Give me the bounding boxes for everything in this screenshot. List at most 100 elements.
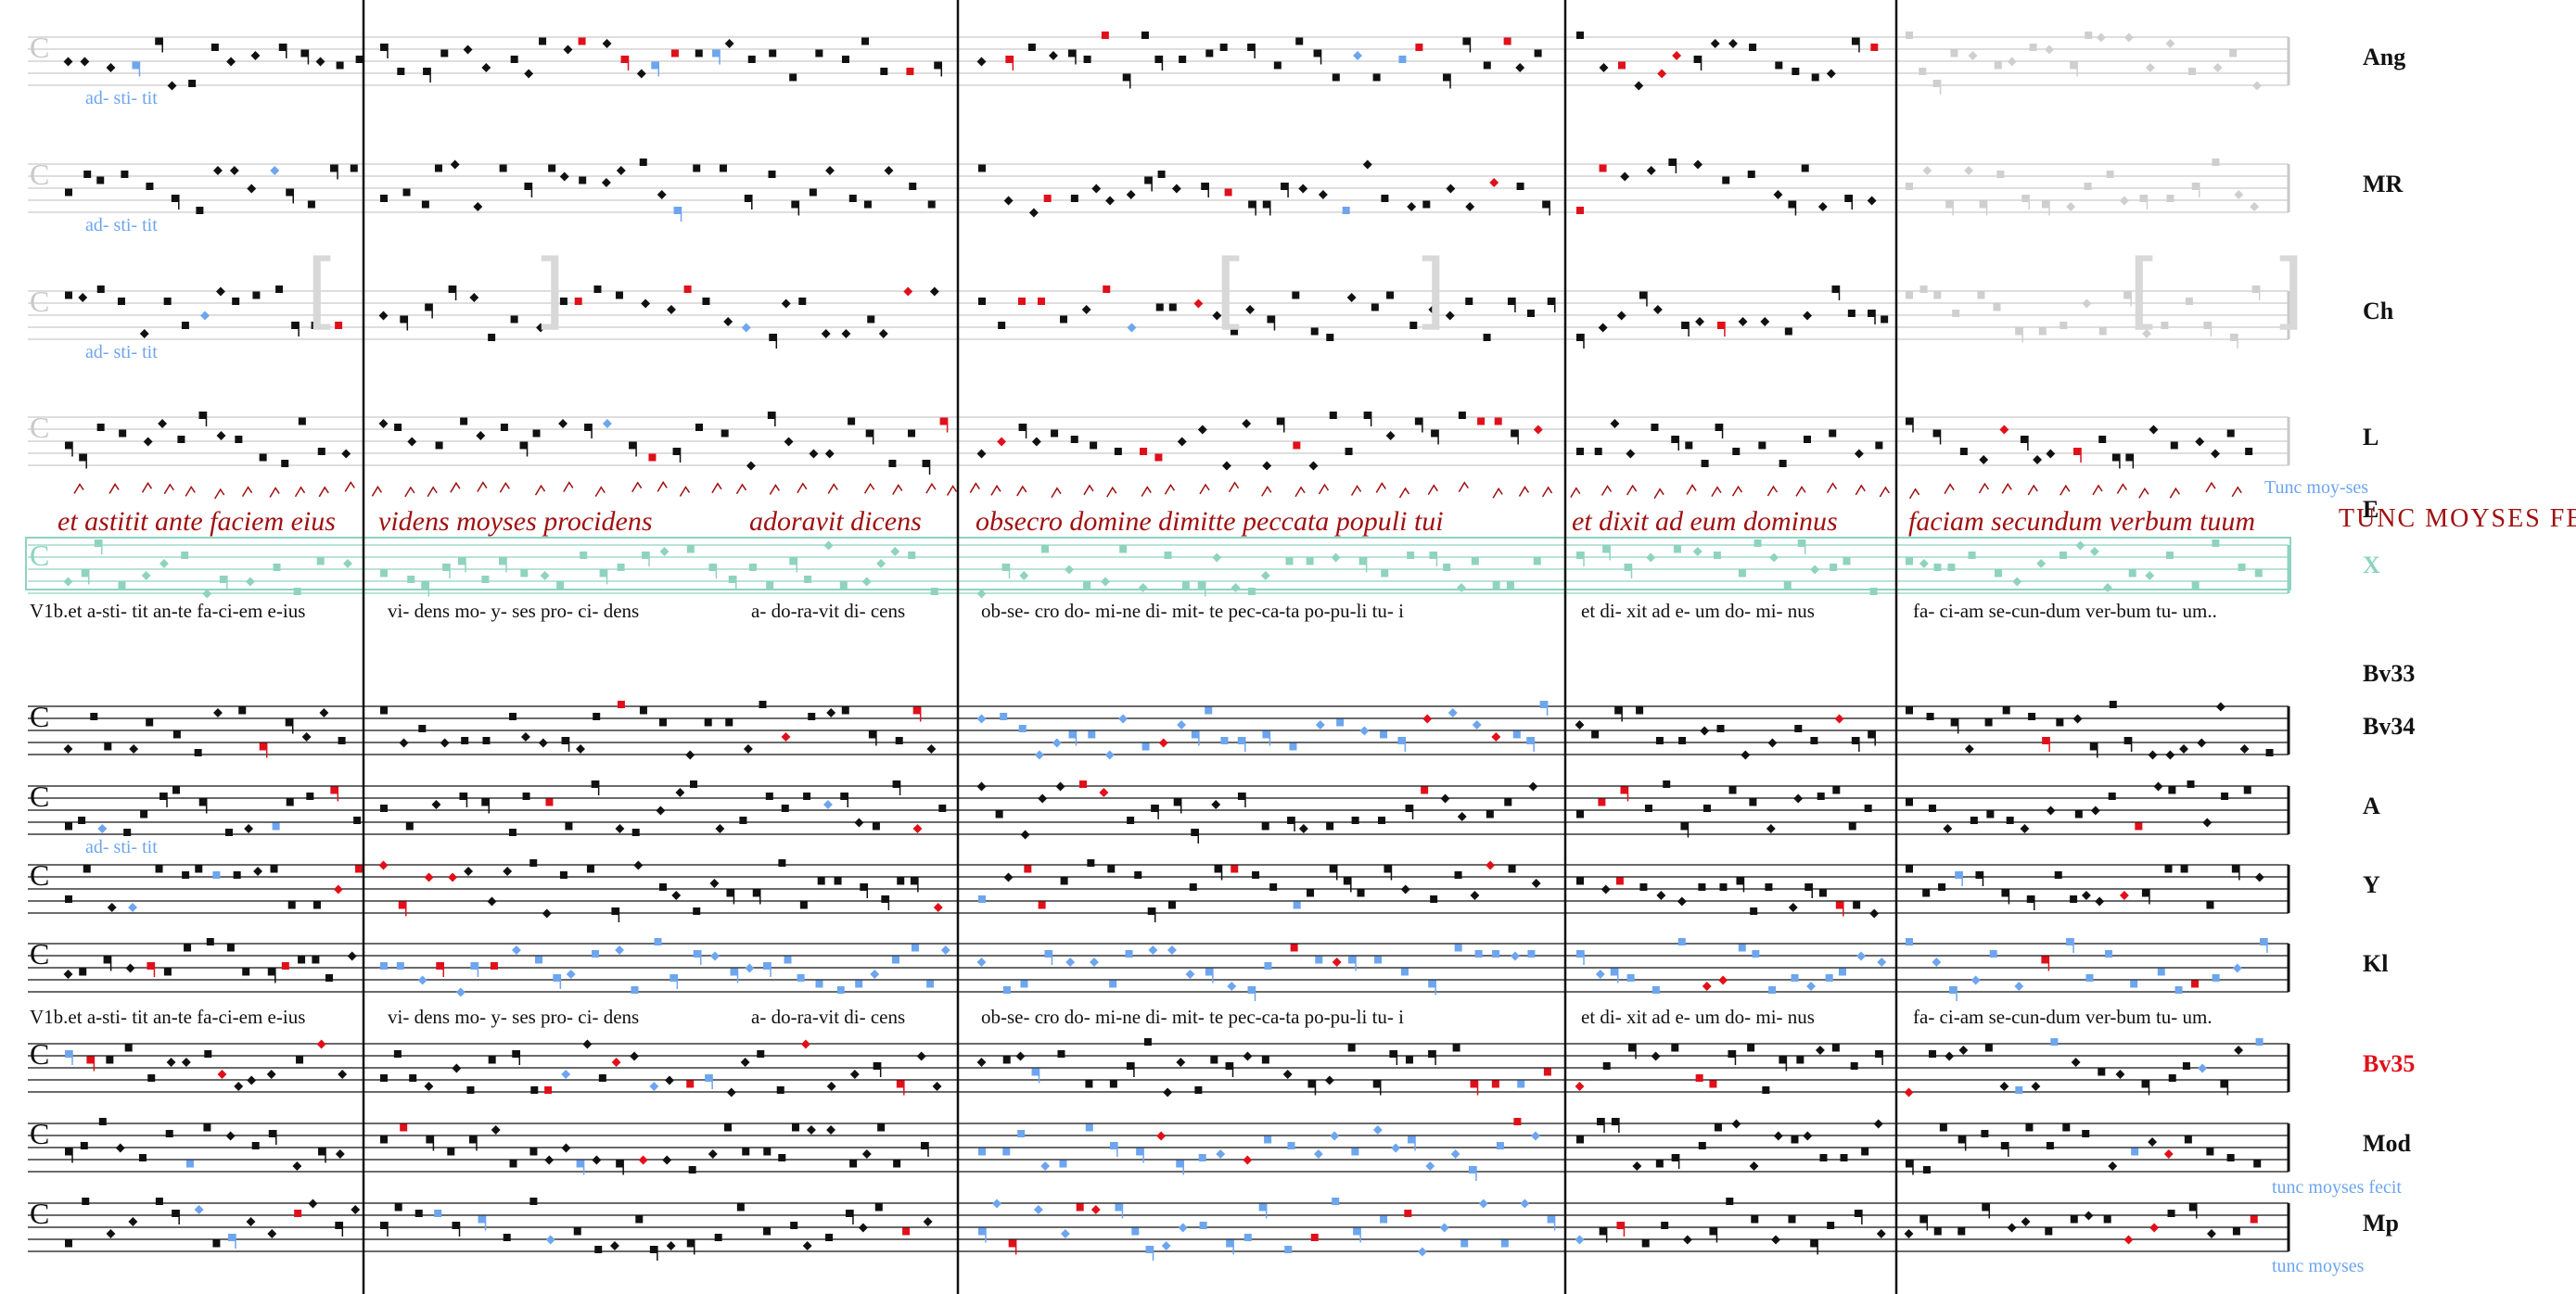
neume-punctum [1307, 1080, 1316, 1088]
neume-rhombus [319, 708, 329, 717]
neume-punctum [1018, 725, 1027, 732]
neume-punctum [815, 49, 823, 57]
neume-rhombus [2163, 1149, 2174, 1159]
neume-punctum [119, 429, 127, 438]
neume-rhombus [602, 419, 612, 428]
neume-punctum [654, 938, 662, 945]
neume-punctum [1181, 581, 1190, 590]
neume-rhombus [181, 1058, 191, 1067]
neume-rhombus [566, 970, 576, 979]
neume-punctum [1919, 68, 1927, 75]
neume-rhombus [417, 975, 427, 985]
neume-rhombus [1161, 1241, 1171, 1250]
neume-punctum [318, 1148, 326, 1156]
neume-rhombus [1489, 178, 1499, 187]
neume-punctum [1157, 171, 1166, 178]
neume-punctum [227, 1234, 236, 1241]
neume-punctum [1597, 1118, 1605, 1125]
neume-punctum [1512, 730, 1521, 739]
neume-rhombus [2215, 702, 2225, 712]
neume-rhombus [1020, 830, 1030, 840]
neume-punctum [1264, 962, 1272, 970]
neume-rhombus [159, 559, 169, 568]
neume-rhombus [158, 419, 168, 428]
neume-punctum [1651, 424, 1659, 431]
neume-punctum [1906, 32, 1913, 39]
neume-punctum [1141, 32, 1149, 39]
adiastematic-neume [499, 481, 510, 493]
neume-punctum [65, 895, 72, 903]
neume-punctum [2002, 706, 2010, 715]
adiastematic-neume [1016, 485, 1027, 497]
neume-punctum [1405, 805, 1413, 812]
neume-punctum [2111, 453, 2120, 462]
neume-punctum [1494, 417, 1502, 425]
neume-rhombus [1428, 305, 1438, 314]
neume-punctum [393, 1050, 402, 1058]
neume-punctum [1775, 61, 1783, 70]
lacuna-brackets: [] [] [] [306, 242, 2304, 339]
neume-rhombus [929, 286, 939, 297]
neume-punctum [1371, 303, 1379, 311]
neume-rhombus [708, 1149, 718, 1159]
neume-punctum [1832, 786, 1841, 794]
neume-punctum [799, 901, 808, 909]
neume-punctum [629, 441, 637, 450]
neume-punctum [834, 877, 842, 885]
neume-punctum [1906, 706, 1913, 715]
neume-rhombus [1417, 1247, 1427, 1257]
neume-rhombus [2234, 1046, 2244, 1055]
neume-punctum [468, 1135, 477, 1144]
neume-rhombus [2045, 44, 2054, 55]
neume-punctum [330, 164, 338, 172]
neume-punctum [1728, 786, 1737, 794]
neume-punctum [767, 412, 775, 419]
neume-punctum [642, 552, 650, 559]
neume-rhombus [1167, 945, 1177, 955]
neume-punctum [2167, 1210, 2175, 1217]
neume-punctum [1994, 61, 2002, 70]
neume-punctum [80, 1142, 88, 1149]
adiastematic-neume [2116, 483, 2128, 494]
neume-punctum [2229, 334, 2238, 341]
neume-punctum [725, 718, 733, 727]
neume-rhombus [2123, 1235, 2134, 1245]
neume-punctum [181, 322, 189, 329]
neume-rhombus [2206, 1229, 2216, 1238]
neume-punctum [1136, 1148, 1144, 1156]
neume-punctum [1671, 436, 1679, 443]
neume-punctum [287, 901, 296, 909]
neume-punctum [1109, 1080, 1117, 1088]
neume-punctum [499, 557, 507, 565]
neume-rhombus [464, 867, 474, 876]
neume-punctum [1835, 901, 1843, 909]
neume-punctum [1243, 1234, 1252, 1241]
neume-punctum [1040, 545, 1049, 553]
neume-punctum [1134, 871, 1142, 879]
tunc-note: Tunc moy-ses [2264, 477, 2368, 498]
neume-rhombus [876, 559, 886, 568]
neume-punctum [421, 581, 429, 590]
neume-rhombus [341, 449, 351, 459]
neume-rhombus [213, 708, 223, 717]
neume-punctum [2103, 1215, 2111, 1224]
neume-punctum [1576, 810, 1584, 818]
neume-rhombus [1788, 903, 1798, 912]
neume-rhombus [1324, 1075, 1334, 1085]
adiastematic-neume [1375, 482, 1386, 493]
neume-punctum [219, 576, 227, 583]
neume-punctum [1329, 412, 1337, 419]
neume-rhombus [166, 1058, 176, 1067]
neume-rhombus [657, 190, 667, 199]
neume-punctum [594, 1246, 603, 1253]
neume-punctum [65, 1239, 72, 1248]
neume-punctum [224, 829, 233, 836]
neume-rhombus [487, 896, 497, 907]
adiastematic-neume [1731, 485, 1743, 497]
neume-punctum [2226, 1154, 2235, 1161]
neume-punctum [1290, 944, 1298, 952]
neume-rhombus [1943, 824, 1953, 833]
neume-rhombus [1038, 793, 1048, 804]
neume-punctum [1389, 1050, 1397, 1058]
neume-rhombus [215, 286, 225, 297]
